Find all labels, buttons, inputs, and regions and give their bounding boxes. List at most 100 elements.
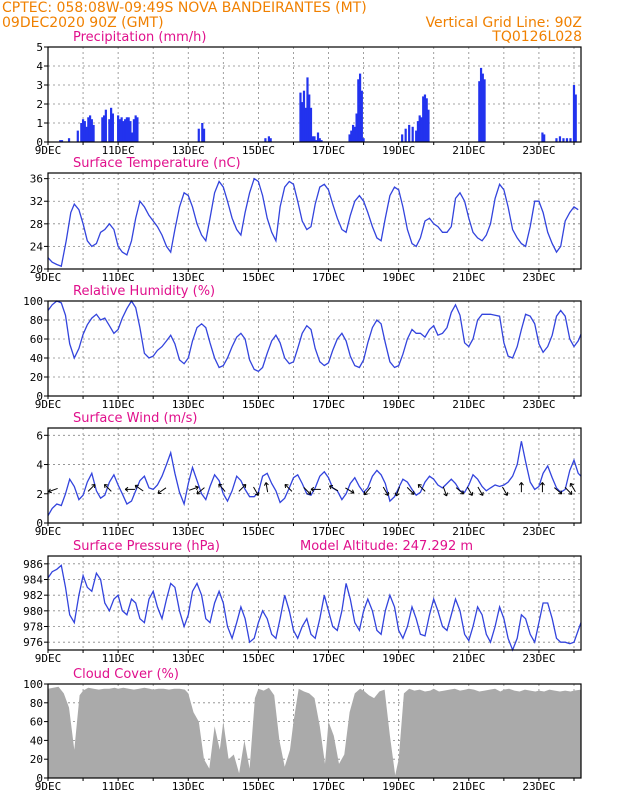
wind-arrow bbox=[303, 487, 312, 495]
precip-bar bbox=[478, 81, 481, 142]
panel-title-cloud-cover: Cloud Cover (%) bbox=[73, 667, 179, 682]
y-tick-label: 80 bbox=[30, 314, 43, 327]
x-tick-label: 9DEC bbox=[35, 652, 62, 665]
x-tick-label: 13DEC bbox=[172, 780, 205, 793]
wind-arrow-shaft bbox=[466, 486, 473, 496]
panel-frame bbox=[47, 172, 582, 270]
wind-arrow bbox=[124, 486, 135, 492]
wind-arrow-head bbox=[157, 489, 162, 494]
x-tick-label: 19DEC bbox=[382, 652, 415, 665]
wind-arrow-head bbox=[242, 483, 247, 488]
wind-arrow-head bbox=[307, 490, 312, 495]
x-tick-label: 15DEC bbox=[242, 525, 275, 538]
y-tick-label: 24 bbox=[30, 240, 44, 253]
precip-bar bbox=[483, 79, 486, 142]
wind-arrow bbox=[329, 485, 339, 492]
header-grid-line: Vertical Grid Line: 90Z bbox=[426, 15, 582, 31]
wind-arrow bbox=[284, 483, 293, 492]
y-tick-label: 100 bbox=[23, 678, 43, 691]
x-tick-label: 9DEC bbox=[35, 398, 62, 411]
precip-bar bbox=[348, 134, 351, 142]
wind-arrow-head bbox=[539, 482, 545, 486]
x-tick-label: 19DEC bbox=[382, 525, 415, 538]
x-tick-label: 19DEC bbox=[382, 398, 415, 411]
panel-annotation-pressure: Model Altitude: 247.292 m bbox=[300, 539, 473, 554]
panel-frame bbox=[47, 300, 582, 397]
y-tick-label: 976 bbox=[23, 636, 43, 649]
wind-arrow-head bbox=[417, 483, 422, 488]
precip-bar bbox=[59, 140, 62, 142]
precip-bar bbox=[125, 117, 128, 142]
x-tick-label: 23DEC bbox=[522, 398, 555, 411]
panel-title-precip: Precipitation (mm/h) bbox=[73, 30, 206, 45]
wind-arrow-head bbox=[410, 490, 415, 495]
pressure-line bbox=[47, 564, 582, 652]
wind-arrow-shaft bbox=[218, 483, 226, 492]
wind-arrow bbox=[196, 487, 205, 495]
wind-arrow-head bbox=[443, 492, 449, 497]
x-tick-label: 13DEC bbox=[172, 144, 205, 157]
precip-bar bbox=[301, 102, 304, 142]
wind-arrow bbox=[253, 486, 260, 496]
wind-arrow-shaft bbox=[455, 487, 464, 495]
precip-bar bbox=[111, 113, 114, 142]
wind-arrow-head bbox=[394, 492, 400, 497]
precip-bar bbox=[120, 117, 123, 142]
x-tick-label: 15DEC bbox=[242, 652, 275, 665]
precip-bar bbox=[404, 128, 407, 142]
precip-bar bbox=[103, 115, 106, 142]
precip-bar bbox=[118, 119, 121, 142]
y-tick-label: 40 bbox=[30, 352, 43, 365]
precip-bar bbox=[101, 117, 104, 142]
wind-arrow-head bbox=[196, 490, 201, 495]
wind-arrow bbox=[455, 487, 465, 495]
wind-arrow bbox=[406, 487, 415, 495]
precip-bar bbox=[127, 117, 130, 142]
precip-bar bbox=[351, 124, 355, 142]
panel-title-humidity: Relative Humidity (%) bbox=[73, 284, 215, 299]
x-tick-label: 17DEC bbox=[312, 652, 345, 665]
x-tick-label: 23DEC bbox=[522, 144, 555, 157]
wind-arrow-shaft bbox=[329, 485, 339, 492]
precip-bar bbox=[572, 85, 576, 142]
precip-bar bbox=[541, 132, 544, 142]
precip-bar bbox=[304, 107, 307, 142]
wind-arrow-shaft bbox=[363, 486, 372, 496]
precip-bar bbox=[565, 138, 569, 142]
panel-cloud-cover: Cloud Cover (%) 0 20 40 60 80 100 9DEC 11DEC 13DE… bbox=[23, 667, 582, 793]
precip-bar bbox=[316, 132, 320, 142]
wind-arrow-head bbox=[254, 491, 260, 496]
x-tick-label: 19DEC bbox=[382, 271, 415, 284]
y-tick-label: 1 bbox=[36, 117, 43, 130]
wind-arrow-shaft bbox=[382, 486, 389, 496]
precip-bar bbox=[308, 94, 311, 142]
precip-bar bbox=[358, 73, 362, 142]
wind-arrow bbox=[48, 487, 58, 494]
wind-arrow-shaft bbox=[502, 486, 508, 496]
x-tick-label: 23DEC bbox=[522, 652, 555, 665]
wind-arrow-shaft bbox=[553, 487, 563, 495]
wind-arrow-head bbox=[310, 486, 315, 492]
x-tick-label: 13DEC bbox=[172, 652, 205, 665]
precip-bar bbox=[87, 117, 90, 142]
precip-bar bbox=[320, 140, 323, 142]
precip-bar bbox=[350, 130, 353, 142]
panel-title-pressure: Surface Pressure (hPa) bbox=[73, 539, 220, 554]
wind-arrow bbox=[310, 486, 321, 492]
precip-bar bbox=[313, 136, 316, 142]
x-tick-label: 11DEC bbox=[102, 780, 135, 793]
precip-bar bbox=[420, 117, 423, 142]
wind-arrow-shaft bbox=[48, 487, 58, 493]
x-tick-label: 21DEC bbox=[452, 271, 485, 284]
precip-bar bbox=[81, 119, 85, 142]
precip-bar bbox=[422, 96, 425, 142]
precip-bar bbox=[360, 90, 363, 142]
wind-arrow bbox=[87, 483, 96, 492]
y-tick-label: 32 bbox=[30, 195, 43, 208]
wind-arrow-head bbox=[134, 484, 139, 489]
wind-arrow bbox=[238, 483, 247, 492]
x-tick-label: 13DEC bbox=[172, 398, 205, 411]
wind-arrow-shaft bbox=[87, 484, 96, 492]
precip-bar bbox=[425, 98, 428, 142]
y-tick-label: 6 bbox=[36, 429, 43, 442]
